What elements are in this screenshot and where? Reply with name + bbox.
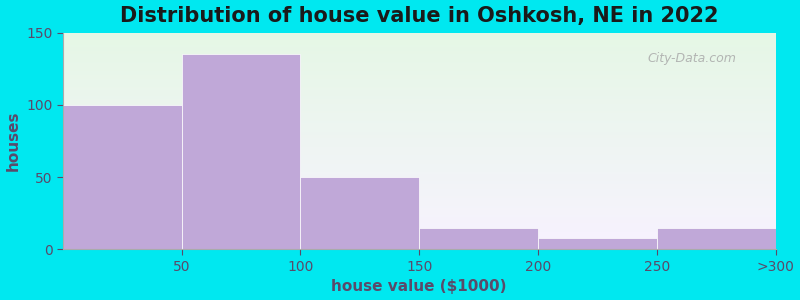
Bar bbox=[657, 228, 775, 250]
Bar bbox=[301, 177, 419, 250]
Text: City-Data.com: City-Data.com bbox=[647, 52, 736, 65]
Bar bbox=[538, 238, 657, 250]
Bar bbox=[63, 105, 182, 250]
Bar bbox=[182, 54, 301, 250]
Bar bbox=[419, 228, 538, 250]
Y-axis label: houses: houses bbox=[6, 111, 21, 171]
Title: Distribution of house value in Oshkosh, NE in 2022: Distribution of house value in Oshkosh, … bbox=[120, 6, 718, 26]
X-axis label: house value ($1000): house value ($1000) bbox=[331, 279, 507, 294]
